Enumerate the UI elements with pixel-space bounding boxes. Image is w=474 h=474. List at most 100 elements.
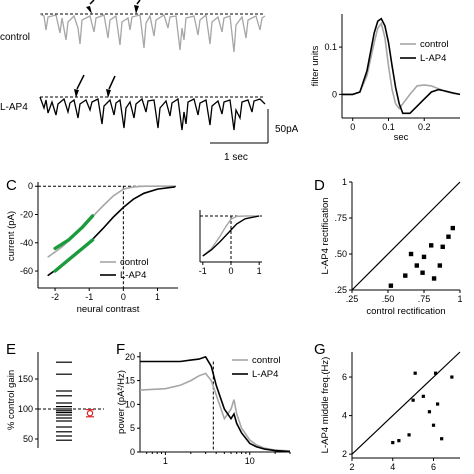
c-y-tick-label: 0 bbox=[28, 181, 33, 191]
d-point bbox=[420, 270, 425, 275]
panel-d: .25 .50 .75 1 .25 .50 .75 1 control rectificatio… bbox=[320, 177, 463, 317]
lap4-trace bbox=[39, 96, 266, 131]
d-point bbox=[408, 251, 414, 257]
d-x-tick-label: .75 bbox=[418, 294, 431, 304]
d-y-label: L-AP4 rectification bbox=[320, 197, 331, 274]
d-y-tick-label: .25 bbox=[334, 285, 347, 295]
filter-series-line bbox=[342, 17, 461, 115]
f-series-line bbox=[139, 372, 291, 452]
c-x-tick-label: 1 bbox=[155, 292, 160, 302]
panel-letter-e: E bbox=[6, 341, 16, 358]
g-point bbox=[397, 439, 401, 443]
filter-x-tick-label: 0 bbox=[350, 122, 355, 132]
g-point bbox=[431, 423, 436, 427]
g-point bbox=[411, 398, 415, 402]
d-point bbox=[403, 273, 408, 278]
d-point bbox=[437, 263, 443, 268]
filter-y-label: filter units bbox=[310, 45, 321, 86]
lap4-arrow-2 bbox=[106, 89, 111, 98]
filter-series-line bbox=[342, 21, 461, 110]
g-point bbox=[421, 394, 425, 398]
f-x-tick-label: 1 bbox=[163, 456, 168, 466]
c-inset-x-tick-label: -1 bbox=[199, 266, 207, 276]
e-y-tick-label: 50 bbox=[23, 434, 33, 444]
d-x-label: control rectification bbox=[366, 306, 445, 317]
c-x-label: neural contrast bbox=[77, 304, 140, 315]
c-x-tick-label: -2 bbox=[51, 292, 59, 302]
g-point bbox=[407, 433, 411, 437]
c-inset-series-line bbox=[202, 215, 260, 257]
d-point bbox=[414, 263, 419, 268]
filter-x-tick-label: 0.2 bbox=[418, 122, 431, 132]
d-point bbox=[421, 254, 427, 260]
lap4-arrow-1 bbox=[74, 89, 79, 98]
f-x-tick-label: 10 bbox=[245, 456, 255, 466]
d-x-tick-label: .25 bbox=[346, 294, 359, 304]
e-mean-point bbox=[86, 410, 94, 417]
filter-x-label: sec bbox=[394, 132, 409, 143]
panel-g: 2 4 6 2 4 6 L-AP4 middle freq.(Hz) bbox=[320, 351, 461, 472]
panel-letter-g: G bbox=[314, 341, 326, 358]
g-point bbox=[450, 375, 454, 379]
d-point bbox=[429, 243, 434, 248]
g-point bbox=[435, 402, 440, 406]
d-x-tick-label: .50 bbox=[382, 294, 395, 304]
g-y-tick-label: 6 bbox=[342, 372, 347, 382]
g-unity-line bbox=[351, 351, 461, 455]
g-x-tick-label: 2 bbox=[349, 462, 354, 472]
filter-y-tick-label: 0 bbox=[332, 89, 337, 99]
filter-legend-label: L-AP4 bbox=[420, 53, 446, 64]
filter-legend-label: control bbox=[420, 39, 449, 50]
control-trace bbox=[39, 13, 266, 53]
filter-x-tick-label: 0.1 bbox=[382, 122, 395, 132]
f-y-label: power (pA²/Hz) bbox=[116, 370, 127, 434]
d-point bbox=[446, 234, 451, 239]
g-y-label: L-AP4 middle freq.(Hz) bbox=[320, 357, 331, 454]
c-y-label: current (pA) bbox=[6, 211, 17, 261]
c-y-tick-label: -20 bbox=[20, 210, 33, 220]
f-y-tick-label: 20 bbox=[125, 352, 135, 362]
e-y-tick-label: 100 bbox=[18, 404, 33, 414]
c-x-tick-label: 0 bbox=[121, 292, 126, 302]
g-point bbox=[391, 440, 395, 445]
panel-c: -2 -1 0 1 0 -20 -40 -60 neural contrast current (… bbox=[6, 181, 262, 315]
lap4-trace-label: L-AP4 bbox=[0, 102, 28, 113]
g-point bbox=[413, 371, 417, 375]
control-arrow-1-stem bbox=[89, 0, 95, 5]
lap4-arrow-2-stem bbox=[108, 75, 116, 90]
c-inset-x-tick-label: 0 bbox=[228, 266, 233, 276]
d-point bbox=[440, 244, 445, 249]
f-series-line bbox=[140, 355, 291, 453]
c-fit-segment bbox=[53, 238, 95, 273]
panel-letter-c: C bbox=[6, 177, 17, 194]
d-x-tick-label: 1 bbox=[457, 294, 462, 304]
f-y-tick-label: 0 bbox=[130, 447, 135, 457]
control-arrow-1 bbox=[86, 6, 92, 14]
g-y-tick-label: 4 bbox=[342, 411, 347, 421]
c-series-line bbox=[47, 185, 176, 258]
d-point bbox=[388, 283, 394, 288]
d-point bbox=[431, 276, 437, 281]
panel-letter-f: F bbox=[116, 341, 125, 358]
f-y-tick-label: 10 bbox=[125, 399, 135, 409]
scalebar-x-label: 1 sec bbox=[224, 152, 248, 163]
g-point bbox=[440, 437, 444, 441]
control-arrow-2 bbox=[134, 5, 139, 14]
g-y-tick-label: 2 bbox=[342, 449, 347, 459]
c-inset-x-tick-label: 1 bbox=[257, 266, 262, 276]
g-point bbox=[427, 410, 432, 414]
d-unity-line bbox=[351, 181, 461, 291]
lap4-arrow-1-stem bbox=[76, 74, 85, 90]
c-fit-segment bbox=[53, 214, 95, 251]
f-legend-label: L-AP4 bbox=[252, 369, 278, 380]
g-point bbox=[433, 371, 438, 375]
c-inset-series-line bbox=[202, 215, 260, 257]
panel-letter-d: D bbox=[314, 177, 325, 194]
control-trace-label: control bbox=[0, 32, 30, 43]
c-legend-label: control bbox=[120, 257, 149, 268]
d-y-tick-label: 1 bbox=[342, 177, 347, 187]
d-y-tick-label: .75 bbox=[334, 213, 347, 223]
c-y-tick-label: -60 bbox=[20, 266, 33, 276]
e-y-tick-label: 150 bbox=[18, 374, 33, 384]
